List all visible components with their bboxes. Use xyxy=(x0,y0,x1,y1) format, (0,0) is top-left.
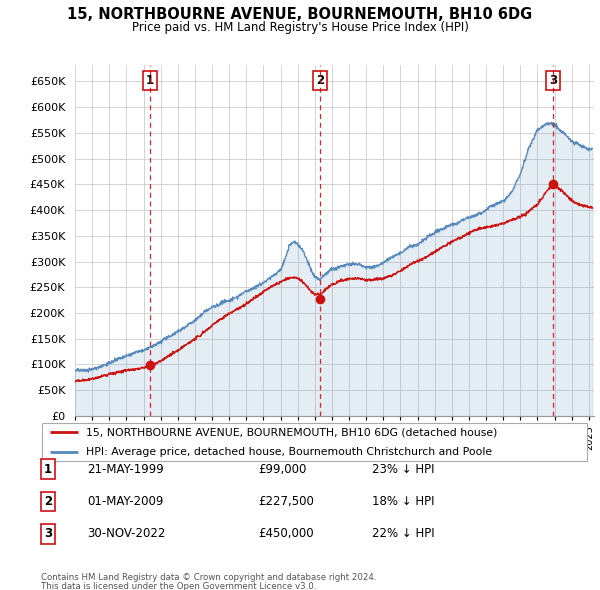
Text: This data is licensed under the Open Government Licence v3.0.: This data is licensed under the Open Gov… xyxy=(41,582,316,590)
Text: 15, NORTHBOURNE AVENUE, BOURNEMOUTH, BH10 6DG: 15, NORTHBOURNE AVENUE, BOURNEMOUTH, BH1… xyxy=(67,7,533,22)
Text: 21-MAY-1999: 21-MAY-1999 xyxy=(87,463,164,476)
Text: 3: 3 xyxy=(549,74,557,87)
Text: £227,500: £227,500 xyxy=(258,495,314,508)
Text: Price paid vs. HM Land Registry's House Price Index (HPI): Price paid vs. HM Land Registry's House … xyxy=(131,21,469,34)
Text: 1: 1 xyxy=(44,463,52,476)
Text: 23% ↓ HPI: 23% ↓ HPI xyxy=(372,463,434,476)
Text: 2: 2 xyxy=(316,74,325,87)
Text: Contains HM Land Registry data © Crown copyright and database right 2024.: Contains HM Land Registry data © Crown c… xyxy=(41,573,376,582)
Text: 01-MAY-2009: 01-MAY-2009 xyxy=(87,495,163,508)
Text: 2: 2 xyxy=(44,495,52,508)
Text: 30-NOV-2022: 30-NOV-2022 xyxy=(87,527,166,540)
Text: HPI: Average price, detached house, Bournemouth Christchurch and Poole: HPI: Average price, detached house, Bour… xyxy=(86,447,492,457)
Text: 3: 3 xyxy=(44,527,52,540)
Text: £450,000: £450,000 xyxy=(258,527,314,540)
Text: 18% ↓ HPI: 18% ↓ HPI xyxy=(372,495,434,508)
Text: 15, NORTHBOURNE AVENUE, BOURNEMOUTH, BH10 6DG (detached house): 15, NORTHBOURNE AVENUE, BOURNEMOUTH, BH1… xyxy=(86,427,497,437)
Text: £99,000: £99,000 xyxy=(258,463,307,476)
Text: 1: 1 xyxy=(146,74,154,87)
Text: 22% ↓ HPI: 22% ↓ HPI xyxy=(372,527,434,540)
FancyBboxPatch shape xyxy=(42,423,587,461)
